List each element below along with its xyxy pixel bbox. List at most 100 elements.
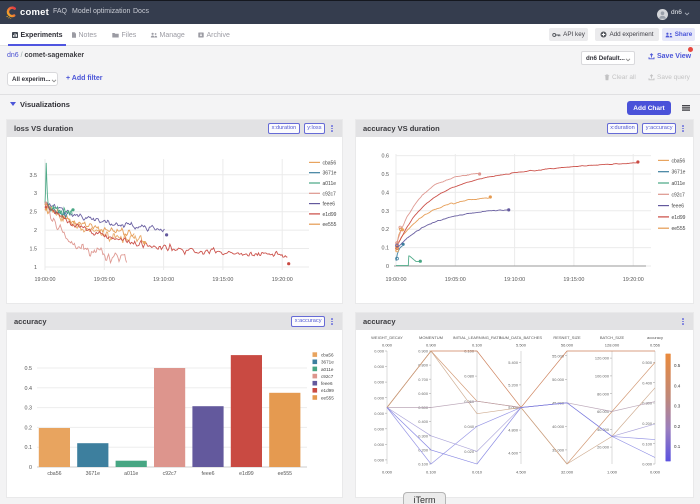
svg-text:INITIAL_LEARNING_RATE: INITIAL_LEARNING_RATE	[453, 335, 502, 340]
svg-text:0.100: 0.100	[472, 343, 483, 348]
svg-text:0.100: 0.100	[426, 470, 437, 475]
svg-text:1: 1	[34, 265, 37, 271]
svg-text:0.3: 0.3	[674, 404, 681, 409]
svg-text:3671e: 3671e	[323, 171, 337, 177]
svg-text:c92c7: c92c7	[321, 374, 334, 379]
svg-text:0.080: 0.080	[464, 374, 475, 379]
svg-text:0.900: 0.900	[426, 343, 437, 348]
svg-text:0.3: 0.3	[25, 406, 33, 412]
svg-text:cba56: cba56	[47, 471, 61, 477]
svg-text:55.000: 55.000	[552, 353, 565, 358]
svg-text:0.5: 0.5	[382, 172, 390, 178]
svg-text:19:20:00: 19:20:00	[272, 277, 293, 283]
svg-text:0.010: 0.010	[472, 470, 483, 475]
svg-text:19:00:00: 19:00:00	[35, 277, 56, 283]
svg-text:50.000: 50.000	[552, 377, 565, 382]
svg-text:40.000: 40.000	[552, 424, 565, 429]
svg-text:0: 0	[386, 264, 389, 270]
svg-text:e1d99: e1d99	[323, 212, 337, 218]
svg-text:0.800: 0.800	[418, 363, 429, 368]
svg-text:0.900: 0.900	[418, 349, 429, 354]
svg-text:120.000: 120.000	[595, 356, 610, 361]
svg-text:c92c7: c92c7	[672, 192, 686, 198]
svg-text:80.000: 80.000	[597, 391, 610, 396]
svg-text:19:15:00: 19:15:00	[563, 277, 584, 283]
svg-text:feee6: feee6	[672, 204, 685, 210]
svg-text:0.000: 0.000	[374, 411, 385, 416]
svg-text:e1d99: e1d99	[672, 215, 686, 221]
svg-text:19:20:00: 19:20:00	[623, 277, 644, 283]
svg-text:0.020: 0.020	[464, 449, 475, 454]
svg-text:0.200: 0.200	[418, 448, 429, 453]
svg-text:0.000: 0.000	[374, 349, 385, 354]
svg-text:BATCH_SIZE: BATCH_SIZE	[600, 335, 625, 340]
svg-text:0.040: 0.040	[464, 424, 475, 429]
svg-text:1.000: 1.000	[607, 470, 618, 475]
svg-text:feee6: feee6	[321, 381, 333, 386]
svg-text:32.000: 32.000	[561, 470, 574, 475]
svg-text:a011e: a011e	[321, 367, 334, 372]
svg-text:5.200: 5.200	[508, 383, 519, 388]
svg-text:RESNET_SIZE: RESNET_SIZE	[553, 335, 581, 340]
svg-text:2: 2	[34, 228, 37, 234]
svg-text:128.000: 128.000	[605, 343, 620, 348]
svg-text:0.2: 0.2	[674, 424, 681, 429]
svg-text:1.5: 1.5	[30, 247, 38, 253]
svg-text:feee6: feee6	[202, 471, 215, 477]
svg-text:a011e: a011e	[124, 471, 138, 477]
svg-text:0.6: 0.6	[382, 154, 390, 160]
svg-text:0.000: 0.000	[382, 343, 393, 348]
svg-text:feee6: feee6	[323, 202, 336, 208]
svg-text:5.400: 5.400	[508, 360, 519, 365]
svg-text:4.800: 4.800	[508, 428, 519, 433]
svg-text:3: 3	[34, 191, 37, 197]
svg-text:cba56: cba56	[321, 353, 334, 358]
svg-text:60.000: 60.000	[597, 409, 610, 414]
svg-text:5.500: 5.500	[516, 343, 527, 348]
svg-text:19:10:00: 19:10:00	[153, 277, 174, 283]
svg-text:0.5: 0.5	[25, 366, 33, 372]
svg-text:19:10:00: 19:10:00	[504, 277, 525, 283]
svg-text:ee555: ee555	[323, 222, 337, 228]
svg-text:NUM_DATA_BATCHES: NUM_DATA_BATCHES	[500, 335, 543, 340]
svg-text:0.3: 0.3	[382, 209, 390, 215]
svg-text:ee555: ee555	[321, 395, 334, 400]
svg-text:5.000: 5.000	[508, 405, 519, 410]
svg-text:0.000: 0.000	[650, 470, 661, 475]
svg-text:100.000: 100.000	[595, 374, 610, 379]
svg-text:45.000: 45.000	[552, 400, 565, 405]
svg-text:0.100: 0.100	[642, 441, 653, 446]
svg-text:0.700: 0.700	[418, 377, 429, 382]
svg-text:a011e: a011e	[323, 181, 337, 187]
svg-text:WEIGHT_DECAY: WEIGHT_DECAY	[371, 335, 403, 340]
svg-text:0.5: 0.5	[674, 363, 681, 368]
svg-text:0.100: 0.100	[418, 462, 429, 467]
svg-text:0.200: 0.200	[642, 421, 653, 426]
svg-text:0.500: 0.500	[642, 360, 653, 365]
svg-text:0.400: 0.400	[418, 419, 429, 424]
svg-text:c92c7: c92c7	[163, 471, 177, 477]
svg-text:ee555: ee555	[278, 471, 293, 477]
svg-text:accuracy: accuracy	[647, 335, 663, 340]
svg-text:4.500: 4.500	[516, 470, 527, 475]
svg-text:0.000: 0.000	[374, 442, 385, 447]
svg-text:0.600: 0.600	[418, 391, 429, 396]
svg-text:0.000: 0.000	[374, 458, 385, 463]
svg-text:3671e: 3671e	[672, 170, 686, 176]
svg-text:0.000: 0.000	[374, 364, 385, 369]
svg-text:MOMENTUM: MOMENTUM	[419, 335, 443, 340]
svg-text:cba56: cba56	[672, 158, 686, 164]
svg-text:0.1: 0.1	[25, 445, 33, 451]
svg-text:0.000: 0.000	[374, 426, 385, 431]
svg-text:35.000: 35.000	[552, 448, 565, 453]
svg-text:4.600: 4.600	[508, 450, 519, 455]
svg-text:0.4: 0.4	[382, 190, 390, 196]
svg-text:0.000: 0.000	[374, 380, 385, 385]
svg-text:3.5: 3.5	[30, 173, 38, 179]
svg-text:0.1: 0.1	[674, 444, 681, 449]
svg-text:0.1: 0.1	[382, 246, 390, 252]
svg-text:cba56: cba56	[323, 160, 337, 166]
svg-text:19:05:00: 19:05:00	[94, 277, 115, 283]
svg-text:19:15:00: 19:15:00	[212, 277, 233, 283]
svg-text:56.000: 56.000	[561, 343, 574, 348]
